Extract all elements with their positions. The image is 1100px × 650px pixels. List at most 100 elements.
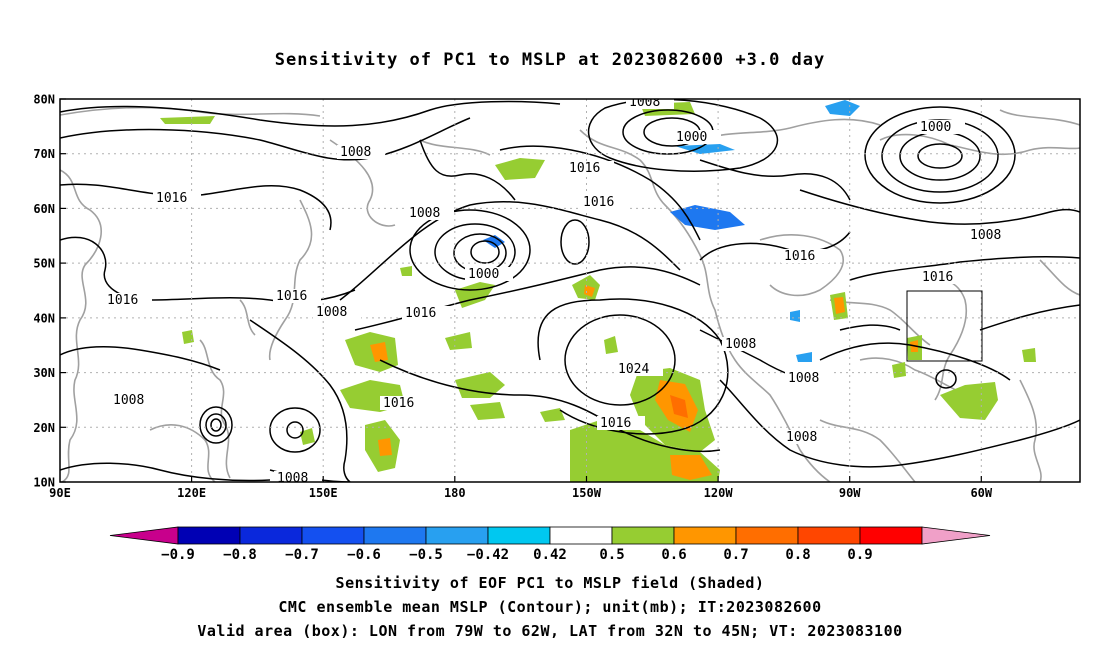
shade-positive xyxy=(1022,348,1036,362)
contour-label: 1000 xyxy=(676,130,707,145)
contour-label: 1016 xyxy=(156,191,187,206)
colorbar-segment xyxy=(859,526,923,545)
lon-label-150w: 150W xyxy=(572,486,602,500)
colorbar-tick-label: −0.9 xyxy=(161,547,195,563)
contour-label: 1008 xyxy=(277,471,308,486)
caption-contour: CMC ensemble mean MSLP (Contour); unit(m… xyxy=(278,598,822,616)
shade-positive-strong xyxy=(834,297,845,314)
colorbar-tick-label: −0.8 xyxy=(223,547,257,563)
shade-positive-strong xyxy=(584,285,595,297)
shade-positive xyxy=(940,382,998,420)
map-border xyxy=(59,98,1081,483)
colorbar-tick-label: 0.42 xyxy=(533,547,567,563)
colorbar-segment xyxy=(549,526,613,545)
contour-label: 1008 xyxy=(786,430,817,445)
contour-label: 1008 xyxy=(340,145,371,160)
shade-negative xyxy=(675,144,735,154)
colorbar-segment xyxy=(611,526,675,545)
colorbar-segment xyxy=(487,526,551,545)
contour-label: 1016 xyxy=(383,396,414,411)
colorbar-segment xyxy=(425,526,489,545)
colorbar-tick-label: 0.8 xyxy=(785,547,810,563)
lat-label-30n: 30N xyxy=(33,366,55,380)
lon-label-120w: 120W xyxy=(704,486,734,500)
lat-label-20n: 20N xyxy=(33,421,55,435)
shade-negative xyxy=(670,205,745,230)
contour-label: 1008 xyxy=(970,228,1001,243)
colorbar-segment xyxy=(301,526,365,545)
shade-positive-strong xyxy=(670,455,712,480)
shade-positive xyxy=(495,158,545,180)
contour-label: 1008 xyxy=(788,371,819,386)
contour-label: 1008 xyxy=(113,393,144,408)
contour-labels: 1008 1000 1000 1008 1016 1016 1016 1008 … xyxy=(104,95,1015,486)
colorbar-segment xyxy=(673,526,737,545)
shade-positive-strong xyxy=(378,438,392,456)
lon-label-90e: 90E xyxy=(49,486,71,500)
colorbar-segment xyxy=(735,526,799,545)
shade-negative xyxy=(483,235,505,248)
colorbar: −0.9 −0.8 −0.7 −0.6 −0.5 −0.42 0.42 0.5 0.6 0.7 0.… xyxy=(109,526,991,563)
colorbar-tick-label: 0.5 xyxy=(599,547,624,563)
colorbar-low-triangle xyxy=(109,526,179,545)
lat-label-50n: 50N xyxy=(33,257,55,271)
colorbar-tick-label: −0.42 xyxy=(467,547,509,563)
shade-positive xyxy=(445,332,472,350)
caption-valid-area: Valid area (box): LON from 79W to 62W, L… xyxy=(197,622,903,640)
colorbar-tick-label: −0.5 xyxy=(409,547,443,563)
lon-label-180: 180 xyxy=(444,486,466,500)
shade-negative xyxy=(825,100,860,116)
contour-label: 1008 xyxy=(316,305,347,320)
colorbar-tick-label: 0.6 xyxy=(661,547,686,563)
valid-area-box xyxy=(906,290,983,362)
contour-label: 1016 xyxy=(405,306,436,321)
longitude-labels: 90E 120E 150E 180 150W 120W 90W 60W xyxy=(49,486,993,500)
tick-marks xyxy=(60,98,982,483)
shade-positive-strong xyxy=(370,342,388,362)
lat-label-70n: 70N xyxy=(33,147,55,161)
colorbar-segment xyxy=(363,526,427,545)
colorbar-tick-label: −0.6 xyxy=(347,547,381,563)
contour-label: 1016 xyxy=(784,249,815,264)
shade-positive xyxy=(604,336,618,354)
lon-label-90w: 90W xyxy=(839,486,861,500)
lon-label-60w: 60W xyxy=(970,486,992,500)
contour-label: 1000 xyxy=(920,120,951,135)
contour-label: 1008 xyxy=(409,206,440,221)
shade-positive xyxy=(400,266,412,276)
lat-label-60n: 60N xyxy=(33,202,55,216)
lat-label-10n: 10N xyxy=(33,476,55,490)
colorbar-segment xyxy=(177,526,241,545)
lon-label-150e: 150E xyxy=(309,486,338,500)
shade-positive xyxy=(540,408,565,422)
shade-negative xyxy=(790,310,800,322)
shade-positive xyxy=(455,372,505,398)
shade-positive xyxy=(182,330,194,344)
colorbar-segment xyxy=(797,526,861,545)
contour-label: 1008 xyxy=(725,337,756,352)
contour-label: 1016 xyxy=(583,195,614,210)
shade-positive-max xyxy=(670,395,688,418)
gridlines xyxy=(60,99,1080,482)
shade-negative xyxy=(796,352,812,362)
contour-label: 1016 xyxy=(276,289,307,304)
colorbar-segment xyxy=(239,526,303,545)
contour-label: 1016 xyxy=(107,293,138,308)
map-title: Sensitivity of PC1 to MSLP at 2023082600… xyxy=(274,50,826,70)
contour-label: 1016 xyxy=(600,416,631,431)
latitude-labels: 80N 70N 60N 50N 40N 30N 20N 10N xyxy=(33,93,55,490)
shade-positive xyxy=(300,428,315,445)
contour-label: 1008 xyxy=(629,95,660,110)
caption-shading: Sensitivity of EOF PC1 to MSLP field (Sh… xyxy=(335,574,765,592)
lat-label-40n: 40N xyxy=(33,311,55,325)
shade-positive xyxy=(892,362,906,378)
contour-label: 1016 xyxy=(569,161,600,176)
contour-label: 1000 xyxy=(468,267,499,282)
shade-positive xyxy=(160,116,215,124)
lon-label-120e: 120E xyxy=(177,486,206,500)
colorbar-tick-label: −0.7 xyxy=(285,547,319,563)
colorbar-high-triangle xyxy=(921,526,991,545)
lat-label-80n: 80N xyxy=(33,93,55,107)
colorbar-tick-label: 0.7 xyxy=(723,547,748,563)
